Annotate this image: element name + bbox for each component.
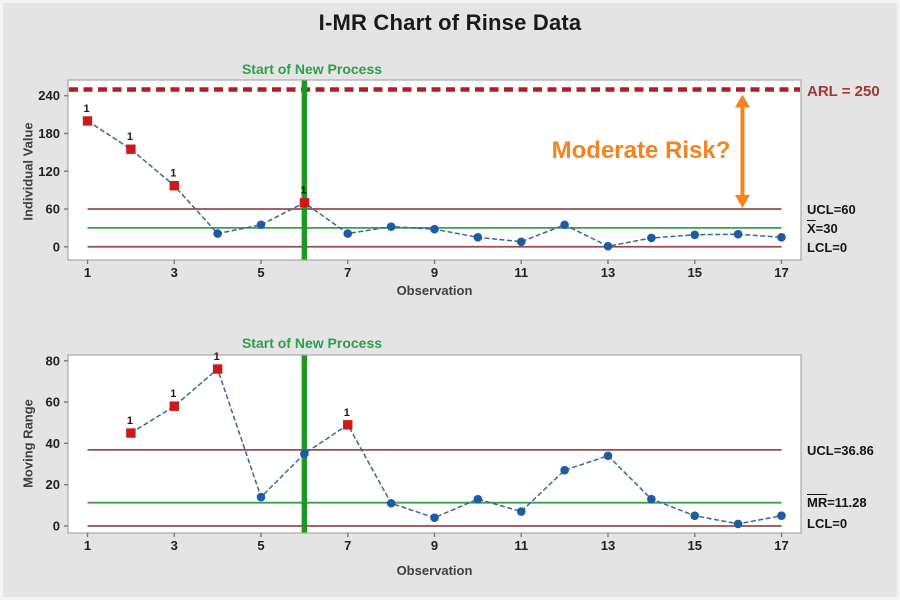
svg-text:0: 0 [53,518,60,533]
svg-text:15: 15 [688,538,702,553]
svg-text:5: 5 [257,538,264,553]
xbar-label-individuals: X=30 [807,221,838,236]
start-of-new-process-label-bottom: Start of New Process [241,335,383,351]
svg-text:1: 1 [344,407,350,419]
svg-text:17: 17 [774,265,788,280]
svg-text:0: 0 [53,239,60,254]
svg-text:3: 3 [171,538,178,553]
observation-axis-label-top: Observation [396,283,473,298]
svg-text:1: 1 [84,538,91,553]
svg-text:11: 11 [514,538,528,553]
individual-value-axis-label: Individual Value [20,122,36,221]
mrbar-label-moving-range: MR=11.28 [807,495,867,510]
mrbar-label-bar: MR [807,495,828,510]
ucl-label-moving-range: UCL=36.86 [807,443,874,458]
svg-text:1: 1 [300,185,306,197]
arl-reference-label: ARL = 250 [807,83,880,100]
svg-text:180: 180 [38,126,60,141]
svg-text:80: 80 [46,353,60,368]
svg-text:1: 1 [214,351,220,363]
lcl-label-text: LCL=0 [807,240,848,255]
ucl-label-text: UCL=60 [807,202,856,217]
svg-text:7: 7 [344,265,351,280]
svg-text:7: 7 [344,538,351,553]
mr-ucl-label-text: UCL=36.86 [807,443,874,458]
svg-text:13: 13 [601,538,615,553]
svg-text:240: 240 [38,88,60,103]
lcl-label-individuals: LCL=0 [807,240,847,255]
moderate-risk-annotation: Moderate Risk? [551,137,731,164]
svg-text:60: 60 [46,395,60,410]
svg-text:60: 60 [46,202,60,217]
svg-text:3: 3 [171,265,178,280]
svg-text:1: 1 [83,103,89,115]
observation-axis-label-bottom: Observation [396,563,473,578]
ucl-label-individuals: UCL=60 [807,202,856,217]
lcl-label-moving-range: LCL=0 [807,516,847,531]
svg-text:1: 1 [84,265,91,280]
xbar-label-bar: X [807,221,816,236]
svg-text:1: 1 [170,388,176,400]
svg-text:1: 1 [127,415,133,427]
chart-title: I-MR Chart of Rinse Data [318,10,582,35]
svg-text:20: 20 [46,477,60,492]
svg-text:9: 9 [431,538,438,553]
moving-range-axis-label: Moving Range [20,399,36,488]
mrbar-label-text: =11.28 [827,495,867,510]
svg-text:40: 40 [46,436,60,451]
mr-lcl-label-text: LCL=0 [807,516,848,531]
svg-text:120: 120 [38,164,60,179]
svg-text:13: 13 [601,265,615,280]
xbar-label-text: =30 [815,221,838,236]
svg-text:1: 1 [127,131,133,143]
svg-text:17: 17 [774,538,788,553]
svg-text:5: 5 [257,265,264,280]
svg-text:15: 15 [688,265,702,280]
svg-text:11: 11 [514,265,528,280]
svg-text:9: 9 [431,265,438,280]
svg-text:1: 1 [170,168,176,180]
start-of-new-process-label-top: Start of New Process [241,61,383,77]
